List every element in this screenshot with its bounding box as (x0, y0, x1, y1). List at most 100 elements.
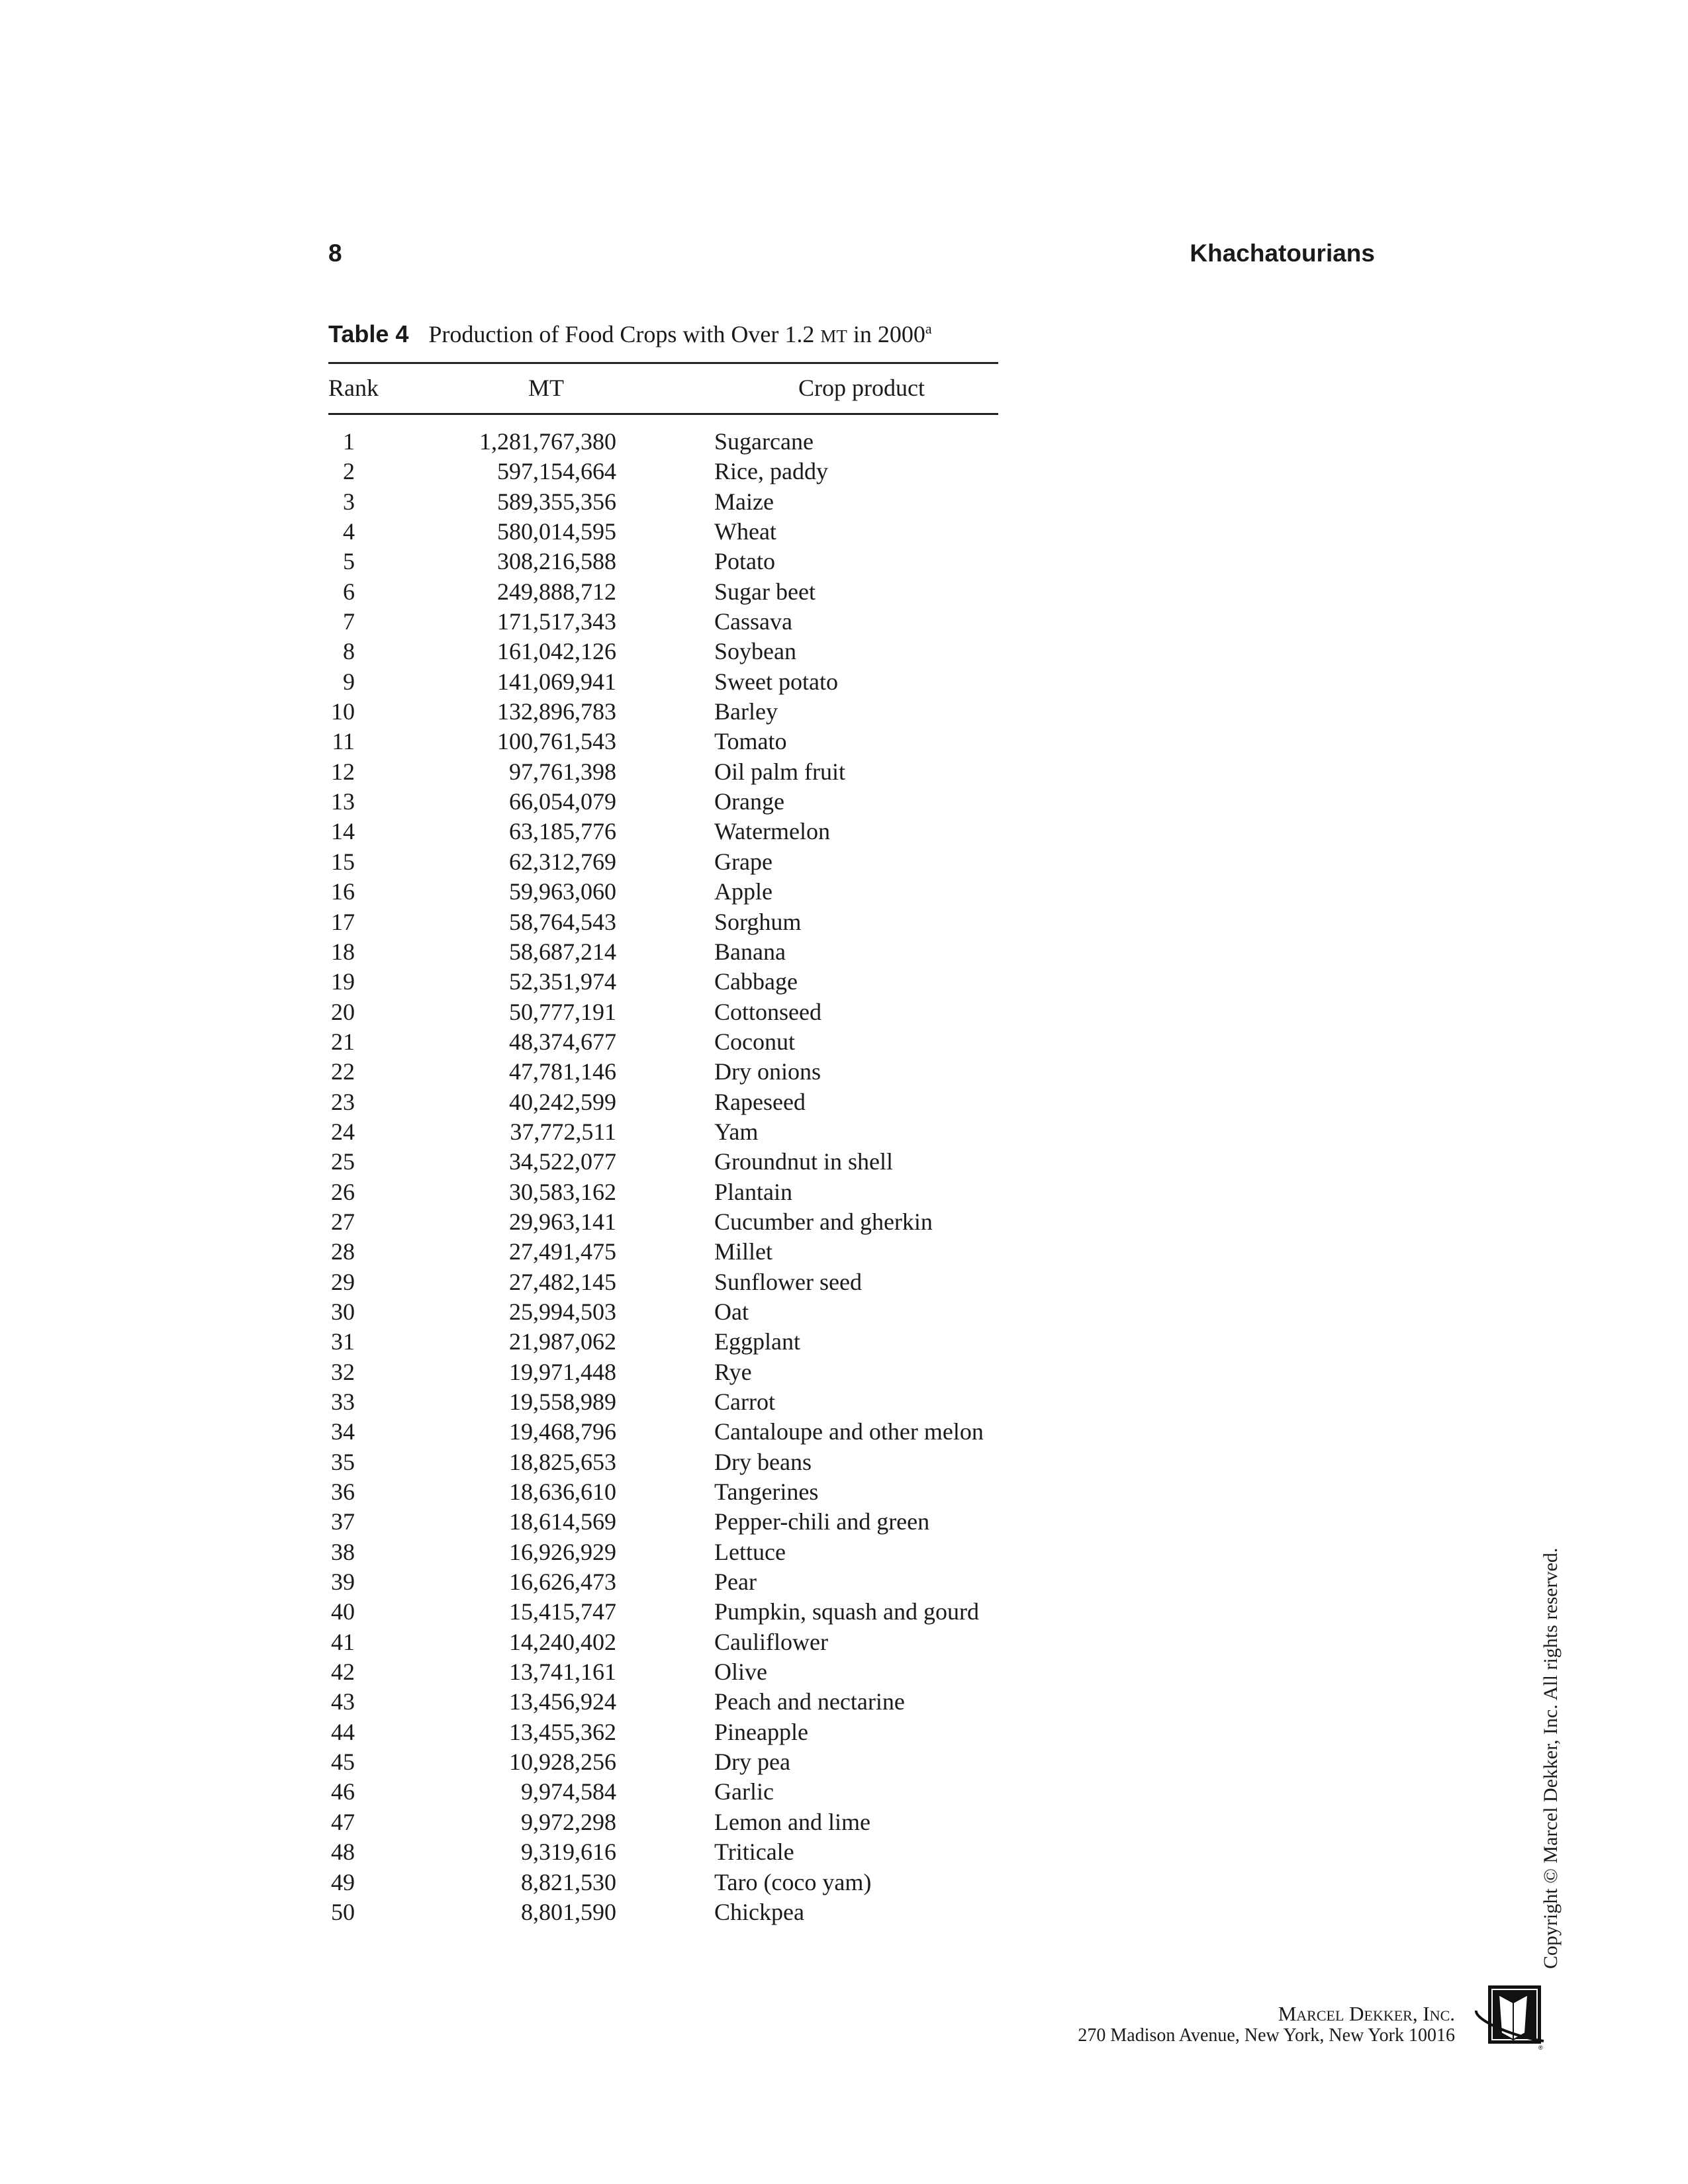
copyright-notice: Copyright © Marcel Dekker, Inc. All righ… (1540, 1547, 1562, 1969)
rank-cell: 27 (331, 1208, 355, 1235)
rank-cell: 25 (331, 1148, 355, 1175)
crop-table: Rank MT Crop product 1 1,281,767,380 Sugar… (328, 374, 998, 1927)
table-row: 31 21,987,062 Eggplant (328, 1327, 998, 1357)
table-row: 28 27,491,475 Millet (328, 1237, 998, 1267)
mt-cell: 58,764,543 (509, 908, 616, 935)
mt-cell: 141,069,941 (497, 668, 616, 695)
column-header-mt: MT (528, 375, 564, 401)
crop-cell: Tomato (714, 728, 787, 755)
table-row: 36 18,636,610 Tangerines (328, 1477, 998, 1507)
crop-cell: Oil palm fruit (714, 758, 845, 785)
caption-text: Production of Food Crops with Over 1.2 (428, 321, 815, 347)
crop-cell: Plantain (714, 1178, 792, 1205)
crop-cell: Triticale (714, 1839, 794, 1866)
table-row: 29 27,482,145 Sunflower seed (328, 1267, 998, 1297)
page-number: 8 (328, 240, 342, 267)
table-row: 49 8,821,530 Taro (coco yam) (328, 1868, 998, 1897)
table-row: 30 25,994,503 Oat (328, 1297, 998, 1327)
table-row: 42 13,741,161 Olive (328, 1657, 998, 1687)
crop-cell: Carrot (714, 1388, 775, 1415)
mt-cell: 171,517,343 (497, 608, 616, 635)
rank-cell: 44 (331, 1718, 355, 1745)
crop-cell: Wheat (714, 518, 776, 545)
crop-cell: Cottonseed (714, 998, 821, 1025)
mt-cell: 66,054,079 (509, 788, 616, 815)
rank-cell: 3 (343, 488, 355, 515)
rank-cell: 13 (331, 788, 355, 815)
crop-cell: Oat (714, 1298, 749, 1325)
crop-cell: Orange (714, 788, 784, 815)
rank-cell: 49 (331, 1868, 355, 1895)
rank-cell: 42 (331, 1659, 355, 1686)
rank-cell: 7 (343, 608, 355, 635)
crop-cell: Grape (714, 848, 773, 875)
book-logo-icon: ® (1475, 1985, 1544, 2050)
mt-cell: 25,994,503 (509, 1298, 616, 1325)
crop-cell: Dry pea (714, 1749, 790, 1776)
table-row: 19 52,351,974 Cabbage (328, 967, 998, 997)
mt-cell: 161,042,126 (497, 638, 616, 665)
mt-cell: 13,455,362 (509, 1718, 616, 1745)
rank-cell: 20 (331, 998, 355, 1025)
rank-cell: 40 (331, 1598, 355, 1625)
mt-cell: 30,583,162 (509, 1178, 616, 1205)
crop-cell: Barley (714, 698, 778, 725)
mt-cell: 100,761,543 (497, 728, 616, 755)
table-row: 4 580,014,595 Wheat (328, 517, 998, 547)
table-row: 15 62,312,769 Grape (328, 847, 998, 877)
rank-cell: 10 (331, 698, 355, 725)
mt-cell: 27,482,145 (509, 1268, 616, 1295)
mt-cell: 27,491,475 (509, 1238, 616, 1265)
rank-cell: 21 (331, 1028, 355, 1055)
publisher-block: Marcel Dekker, Inc. 270 Madison Avenue, … (1078, 2003, 1455, 2046)
mt-cell: 58,687,214 (509, 938, 616, 965)
table-row: 44 13,455,362 Pineapple (328, 1717, 998, 1747)
table-row: 9 141,069,941 Sweet potato (328, 667, 998, 697)
mt-cell: 62,312,769 (509, 848, 616, 875)
mt-cell: 34,522,077 (509, 1148, 616, 1175)
table-row: 17 58,764,543 Sorghum (328, 907, 998, 937)
table-row: 50 8,801,590 Chickpea (328, 1897, 998, 1927)
crop-cell: Olive (714, 1659, 767, 1686)
crop-cell: Banana (714, 938, 786, 965)
rank-cell: 12 (331, 758, 355, 785)
mt-cell: 40,242,599 (509, 1088, 616, 1115)
rank-cell: 17 (331, 908, 355, 935)
mt-cell: 37,772,511 (510, 1118, 616, 1145)
rank-cell: 22 (331, 1058, 355, 1085)
mt-cell: 9,319,616 (521, 1839, 616, 1866)
crop-cell: Groundnut in shell (714, 1148, 893, 1175)
crop-cell: Chickpea (714, 1898, 804, 1925)
rank-cell: 48 (331, 1839, 355, 1866)
crop-cell: Dry beans (714, 1448, 812, 1475)
rank-cell: 23 (331, 1088, 355, 1115)
rank-cell: 11 (332, 728, 355, 755)
rank-cell: 24 (331, 1118, 355, 1145)
mt-cell: 18,614,569 (509, 1508, 616, 1535)
rank-cell: 31 (331, 1328, 355, 1355)
mt-cell: 1,281,767,380 (479, 428, 616, 455)
publisher-name: Marcel Dekker, Inc. (1278, 2002, 1455, 2025)
crop-cell: Lemon and lime (714, 1808, 870, 1835)
mt-cell: 249,888,712 (497, 578, 616, 605)
crop-cell: Soybean (714, 638, 796, 665)
rank-cell: 39 (331, 1569, 355, 1596)
rank-cell: 14 (331, 818, 355, 845)
table-row: 22 47,781,146 Dry onions (328, 1057, 998, 1087)
mt-cell: 580,014,595 (497, 518, 616, 545)
table-row: 5 308,216,588 Potato (328, 547, 998, 576)
crop-cell: Sugar beet (714, 578, 816, 605)
table-row: 23 40,242,599 Rapeseed (328, 1087, 998, 1117)
table-row: 16 59,963,060 Apple (328, 877, 998, 907)
table-row: 11 100,761,543 Tomato (328, 727, 998, 756)
crop-cell: Cabbage (714, 968, 798, 995)
table-caption: Table 4 Production of Food Crops with Ove… (328, 320, 932, 348)
mt-cell: 29,963,141 (509, 1208, 616, 1235)
crop-cell: Taro (coco yam) (714, 1868, 872, 1895)
crop-cell: Millet (714, 1238, 773, 1265)
rank-cell: 29 (331, 1268, 355, 1295)
crop-cell: Dry onions (714, 1058, 821, 1085)
mt-cell: 52,351,974 (509, 968, 616, 995)
table-row: 18 58,687,214 Banana (328, 937, 998, 967)
mt-cell: 9,972,298 (521, 1808, 616, 1835)
